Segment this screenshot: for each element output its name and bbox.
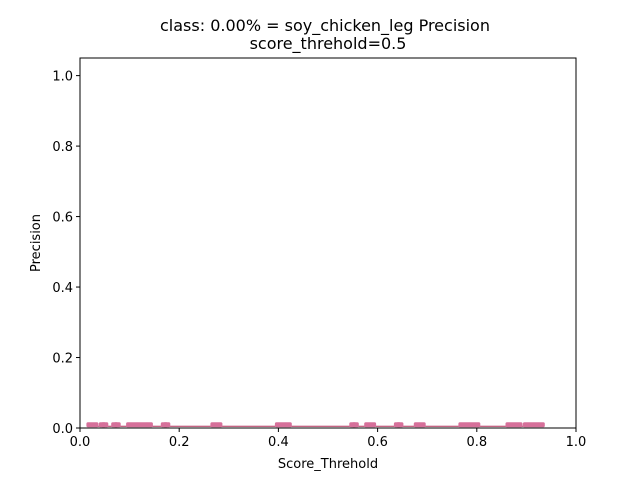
x-tick-label: 0.4 bbox=[268, 435, 289, 450]
data-point bbox=[396, 422, 404, 428]
data-point bbox=[473, 422, 481, 428]
y-axis: 0.0 0.2 0.4 0.6 0.8 1.0 bbox=[52, 70, 80, 437]
x-axis: 0.0 0.2 0.4 0.6 0.8 1.0 bbox=[70, 428, 587, 450]
x-axis-label: Score_Threhold bbox=[278, 457, 378, 472]
data-point bbox=[351, 422, 359, 428]
y-tick-label: 1.0 bbox=[52, 70, 73, 85]
x-tick-label: 1.0 bbox=[566, 435, 587, 450]
x-tick-label: 0.2 bbox=[169, 435, 190, 450]
data-point bbox=[145, 422, 153, 428]
plot-marks bbox=[86, 422, 545, 428]
y-tick-label: 0.4 bbox=[52, 281, 73, 296]
data-point bbox=[418, 422, 426, 428]
data-point bbox=[369, 422, 377, 428]
x-tick-label: 0.6 bbox=[367, 435, 388, 450]
data-point bbox=[515, 422, 523, 428]
y-tick-label: 0.2 bbox=[52, 352, 73, 367]
x-tick-label: 0.0 bbox=[70, 435, 91, 450]
data-point bbox=[101, 422, 109, 428]
data-point bbox=[113, 422, 121, 428]
plot-frame bbox=[79, 57, 577, 429]
y-tick-label: 0.0 bbox=[52, 422, 73, 437]
y-tick-label: 0.6 bbox=[52, 211, 73, 226]
x-tick-label: 0.8 bbox=[466, 435, 487, 450]
data-point bbox=[537, 422, 545, 428]
data-point bbox=[91, 422, 99, 428]
chart-title-line-2: score_threhold=0.5 bbox=[250, 34, 407, 54]
data-point bbox=[163, 422, 171, 428]
data-point bbox=[215, 422, 223, 428]
y-tick-label: 0.8 bbox=[52, 140, 73, 155]
chart-title-line-1: class: 0.00% = soy_chicken_leg Precision bbox=[160, 16, 490, 36]
data-point bbox=[284, 422, 292, 428]
y-axis-label: Precision bbox=[29, 214, 44, 272]
